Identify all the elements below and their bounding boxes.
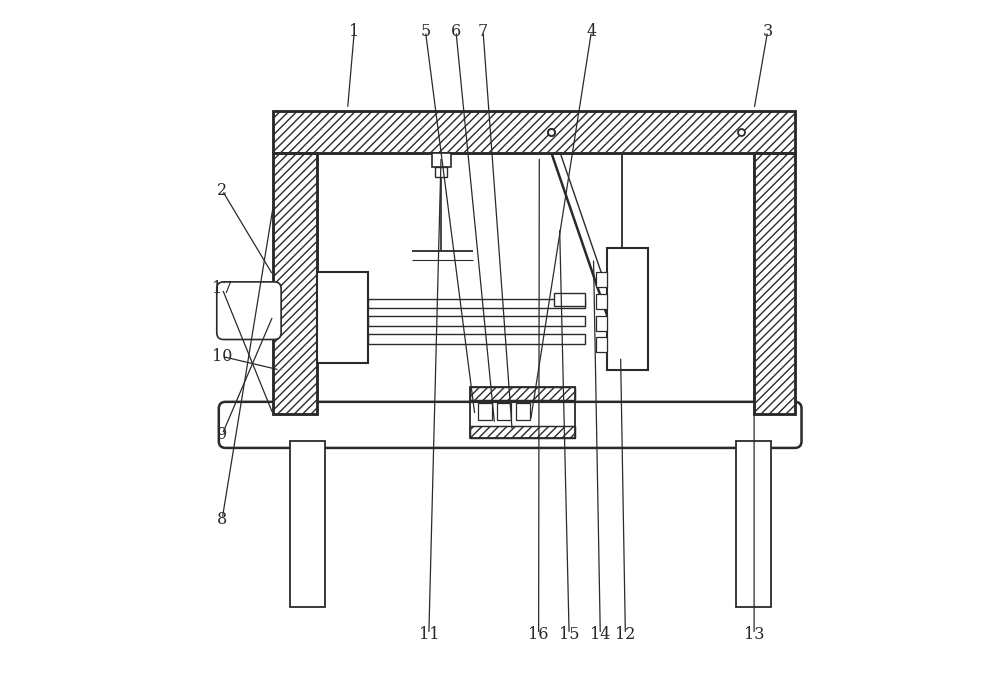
- Bar: [368, 299, 585, 308]
- Text: 16: 16: [528, 626, 549, 643]
- Bar: [273, 153, 317, 414]
- Text: 14: 14: [590, 626, 610, 643]
- Bar: [273, 111, 795, 153]
- Bar: [554, 293, 585, 306]
- FancyBboxPatch shape: [219, 402, 802, 448]
- Bar: [470, 426, 575, 438]
- Bar: [226, 409, 795, 441]
- Text: 15: 15: [559, 626, 579, 643]
- Bar: [596, 316, 607, 331]
- Bar: [754, 153, 795, 414]
- Text: 7: 7: [478, 22, 488, 39]
- Bar: [224, 289, 274, 333]
- Bar: [470, 387, 575, 401]
- Text: 10: 10: [212, 348, 232, 365]
- Text: 9: 9: [217, 426, 227, 443]
- Text: 3: 3: [763, 22, 773, 39]
- Bar: [273, 111, 795, 153]
- Text: 11: 11: [419, 626, 439, 643]
- Bar: [607, 248, 648, 370]
- Bar: [736, 441, 771, 607]
- Bar: [596, 272, 607, 287]
- FancyBboxPatch shape: [217, 282, 281, 340]
- Bar: [478, 403, 492, 420]
- Text: 12: 12: [615, 626, 636, 643]
- Bar: [516, 403, 530, 420]
- Text: 5: 5: [420, 22, 431, 39]
- Bar: [435, 167, 447, 177]
- Bar: [497, 403, 511, 420]
- Bar: [470, 387, 575, 438]
- Text: 13: 13: [744, 626, 764, 643]
- Text: 1: 1: [349, 22, 359, 39]
- Bar: [470, 426, 575, 438]
- Bar: [470, 387, 575, 401]
- Bar: [754, 153, 795, 414]
- Bar: [596, 337, 607, 352]
- Text: 17: 17: [212, 280, 232, 297]
- Bar: [596, 294, 607, 309]
- Text: 6: 6: [451, 22, 461, 39]
- Bar: [368, 316, 585, 326]
- Text: 8: 8: [217, 511, 227, 528]
- Bar: [290, 441, 325, 607]
- Bar: [368, 334, 585, 344]
- Bar: [273, 153, 317, 414]
- Bar: [317, 272, 368, 363]
- Bar: [317, 153, 754, 414]
- Text: 4: 4: [586, 22, 597, 39]
- Text: 2: 2: [217, 182, 227, 199]
- Bar: [432, 153, 451, 167]
